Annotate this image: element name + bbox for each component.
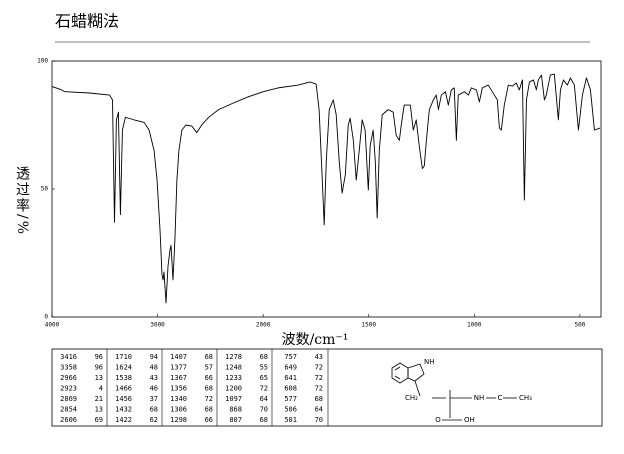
y-tick-label: 0 [44,314,48,321]
table-cell: 72 [315,385,323,393]
table-cell: 501 [284,416,297,424]
table-cell: 62 [150,416,158,424]
table-frame [51,348,603,427]
table-cell: 2923 [60,385,77,393]
table-cell: 69 [95,416,103,424]
table-cell: 68 [205,385,213,393]
structure-label: O [435,416,441,424]
table-cell: 72 [260,385,268,393]
structure-label: CH₃ [519,394,532,402]
table-cell: 66 [205,416,213,424]
table-cell: 649 [284,364,297,372]
table-cell: 94 [150,353,158,361]
table-cell: 577 [284,395,297,403]
table-cell: 72 [315,364,323,372]
table-cell: 68 [260,416,268,424]
table-cell: 13 [95,374,103,382]
structure-label: OH [464,416,475,424]
table-cell: 1306 [170,406,187,414]
table-cell: 608 [284,385,297,393]
table-cell: 4 [99,385,103,393]
chart-title: 石蜡糊法 [55,12,119,31]
table-cell: 1356 [170,385,187,393]
table-cell: 1200 [225,385,242,393]
table-cell: 868 [229,406,242,414]
table-cell: 1432 [115,406,132,414]
table-cell: 68 [205,406,213,414]
table-cell: 37 [150,395,158,403]
spectrum-line [51,73,601,304]
table-cell: 1367 [170,374,187,382]
table-cell: 1298 [170,416,187,424]
table-cell: 807 [229,416,242,424]
table-cell: 68 [150,406,158,414]
table-cell: 1624 [115,364,132,372]
table-cell: 1278 [225,353,242,361]
table-cell: 96 [95,353,103,361]
table-cell: 48 [150,364,158,372]
structure-label: CH₂ [405,394,418,402]
y-tick-label: 50 [41,186,49,193]
table-cell: 1466 [115,385,132,393]
table-cell: 66 [205,374,213,382]
x-tick-label: 1500 [362,322,377,329]
structure-label: C [498,394,503,402]
table-cell: 64 [315,406,323,414]
table-cell: 2606 [60,416,77,424]
table-cell: 68 [205,353,213,361]
structure-bonds [391,362,517,421]
table-cell: 68 [260,353,268,361]
table-cell: 13 [95,406,103,414]
table-cell: 65 [260,374,268,382]
structure-label: NH [424,358,435,366]
structure-label: NH [474,394,485,402]
table-cell: 72 [205,395,213,403]
table-cell: 1538 [115,374,132,382]
table-cell: 43 [315,353,323,361]
table-cell: 1710 [115,353,132,361]
table-cell: 2869 [60,395,77,403]
table-cell: 55 [260,364,268,372]
table-cell: 21 [95,395,103,403]
table-cell: 1456 [115,395,132,403]
plot-frame [51,60,602,318]
table-cell: 43 [150,374,158,382]
table-cell: 1340 [170,395,187,403]
table-cell: 1248 [225,364,242,372]
y-tick-label: 100 [37,58,48,65]
table-cell: 70 [260,406,268,414]
table-cell: 1097 [225,395,242,403]
table-cell: 72 [315,374,323,382]
table-cell: 1377 [170,364,187,372]
x-tick-label: 500 [574,322,585,329]
x-tick-label: 4000 [45,322,60,329]
table-cell: 57 [205,364,213,372]
table-cell: 757 [284,353,297,361]
x-tick-label: 2000 [256,322,271,329]
y-axis-label: 透过率/% [14,166,30,237]
x-tick-label: 1000 [467,322,482,329]
table-cell: 3416 [60,353,77,361]
table-dividers [106,349,329,426]
table-cell: 2854 [60,406,77,414]
table-cell: 2966 [60,374,77,382]
table-cell: 1422 [115,416,132,424]
table-cell: 1407 [170,353,187,361]
table-cell: 641 [284,374,297,382]
table-cell: 1233 [225,374,242,382]
table-cell: 506 [284,406,297,414]
table-cell: 96 [95,364,103,372]
table-cell: 46 [150,385,158,393]
table-cell: 3358 [60,364,77,372]
table-cell: 70 [315,416,323,424]
table-cell: 64 [260,395,268,403]
x-axis-label: 波数/cm⁻¹ [282,332,349,348]
table-cell: 68 [315,395,323,403]
x-tick-label: 3000 [150,322,165,329]
